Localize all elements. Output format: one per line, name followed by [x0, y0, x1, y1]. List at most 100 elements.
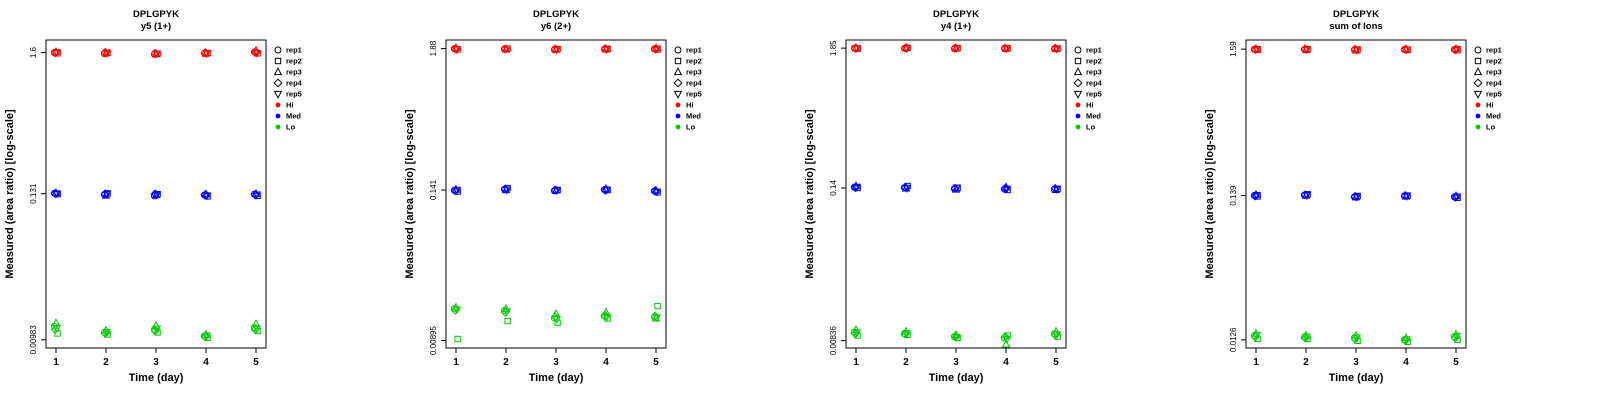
legend-rep-label: rep3 [286, 68, 302, 77]
data-point [1400, 335, 1410, 345]
data-point [1073, 78, 1083, 88]
y-axis-label: Measured (area ratio) [log-scale] [1204, 109, 1216, 279]
data-point [900, 182, 910, 192]
data-point [674, 57, 682, 65]
data-point [1050, 330, 1060, 340]
data-point [152, 50, 162, 59]
data-point [1300, 44, 1310, 54]
data-point [1052, 45, 1062, 54]
data-point [1302, 333, 1312, 342]
panel-subtitle: y4 (1+) [941, 21, 971, 32]
y-tick-label: 0.0126 [1229, 327, 1238, 352]
data-point [552, 316, 562, 325]
legend-level-label: Med [286, 112, 301, 121]
data-point [1252, 46, 1262, 54]
panel-subtitle: sum of Ions [1329, 21, 1382, 32]
data-point [1450, 45, 1460, 55]
data-point [904, 331, 911, 339]
data-point [852, 329, 862, 338]
data-point [274, 57, 282, 65]
data-point [1300, 190, 1310, 200]
y-axis-label: Measured (area ratio) [log-scale] [4, 109, 16, 279]
x-tick-label: 1 [453, 357, 459, 368]
data-point [452, 306, 462, 315]
data-point [1250, 191, 1260, 201]
x-axis-label: Time (day) [529, 372, 584, 384]
data-point [650, 44, 660, 54]
data-point [1073, 90, 1083, 99]
data-point [654, 302, 661, 310]
data-point [452, 186, 462, 195]
data-point [504, 317, 511, 325]
panel-subtitle: y6 (2+) [541, 21, 571, 32]
data-point [1074, 46, 1082, 54]
data-point [1452, 46, 1462, 54]
data-point [1473, 67, 1483, 76]
y-tick-label: 0.139 [1229, 185, 1238, 206]
data-point [1452, 193, 1462, 202]
data-point [450, 44, 460, 54]
panel-title: DPLGPYK [933, 9, 979, 20]
x-tick-label: 1 [1253, 357, 1259, 368]
data-point [1302, 192, 1312, 200]
data-point [1352, 334, 1362, 343]
x-axis-label: Time (day) [129, 372, 184, 384]
data-point [1002, 45, 1012, 54]
data-point [652, 45, 662, 54]
legend-rep-label: rep3 [1486, 68, 1502, 77]
legend-level-label: Lo [686, 123, 696, 132]
data-point [1050, 183, 1060, 193]
x-tick-label: 2 [103, 357, 109, 368]
data-point [674, 46, 682, 54]
data-point [673, 67, 683, 76]
data-point [250, 324, 260, 335]
legend-level-label: Lo [1086, 123, 1096, 132]
data-point [273, 67, 283, 76]
data-point [552, 46, 562, 55]
data-point [1052, 186, 1062, 195]
x-tick-label: 4 [1403, 357, 1409, 368]
legend-rep-label: rep2 [686, 57, 702, 66]
plot-box [445, 39, 667, 349]
data-point [274, 46, 282, 54]
x-tick-label: 5 [1053, 357, 1059, 368]
data-point [502, 186, 512, 195]
data-point [200, 48, 210, 58]
y-tick-label: 1.59 [1229, 41, 1238, 57]
legend-level-label: Hi [686, 101, 694, 110]
legend-level-label: Hi [286, 101, 294, 110]
data-point [100, 189, 110, 199]
x-tick-label: 5 [253, 357, 259, 368]
data-point [1352, 193, 1362, 202]
data-point [602, 186, 612, 195]
legend-rep-label: rep3 [1086, 68, 1102, 77]
legend-rep-label: rep4 [1486, 79, 1503, 88]
data-point [502, 308, 512, 317]
legend-rep-label: rep2 [286, 57, 302, 66]
legend-level-label: Med [1486, 112, 1501, 121]
y-tick-label: 0.14 [829, 180, 838, 196]
data-point [1002, 185, 1012, 194]
data-point [454, 335, 461, 343]
data-point [600, 185, 610, 195]
y-axis-label: Measured (area ratio) [log-scale] [804, 109, 816, 279]
data-point [850, 43, 860, 53]
data-point [550, 44, 560, 54]
data-point [1050, 43, 1060, 53]
data-point [1402, 46, 1412, 55]
data-point [1473, 78, 1483, 88]
legend-rep-label: rep5 [286, 90, 302, 99]
data-point [902, 45, 912, 54]
data-point [1252, 192, 1262, 200]
data-point [52, 190, 62, 199]
data-point [202, 192, 212, 201]
data-point [273, 90, 283, 99]
data-point [1402, 336, 1412, 345]
data-point [150, 48, 160, 58]
legend-rep-label: rep1 [286, 46, 302, 55]
legend-level-dot [1075, 113, 1081, 119]
data-point [900, 43, 910, 53]
chart-panel-1: DPLGPYK y5 (1+) 1 2 3 4 5 Time (day) 1.6 0.131 0.0… [0, 0, 400, 400]
data-point [1001, 339, 1011, 348]
